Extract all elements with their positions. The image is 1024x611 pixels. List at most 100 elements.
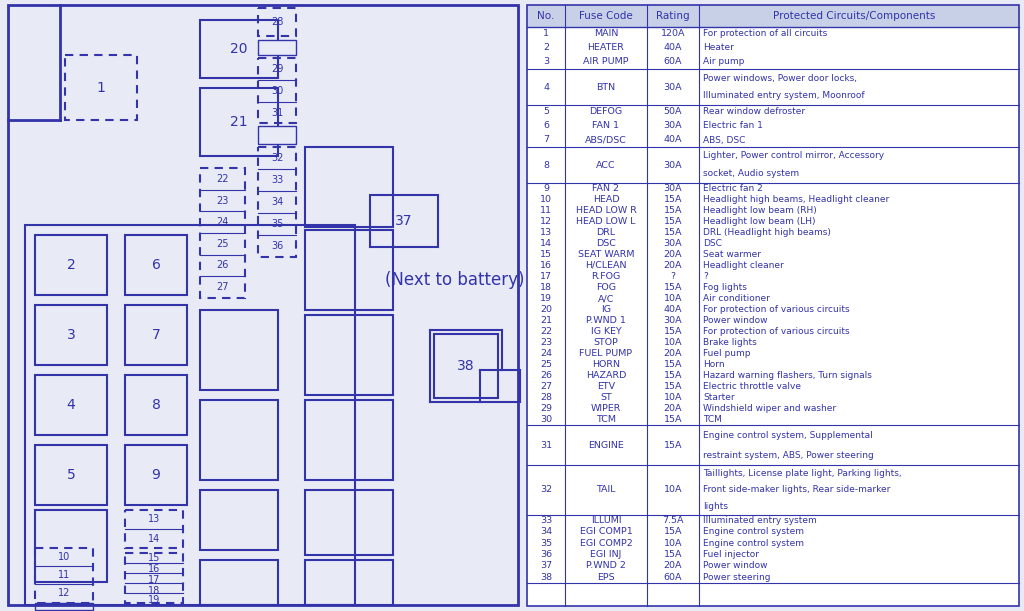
Bar [35,305,106,365]
Text: Electric fan 2: Electric fan 2 [703,184,763,193]
Text: For protection of various circuits: For protection of various circuits [703,305,850,314]
Text: 11: 11 [540,206,552,215]
Text: For protection of all circuits: For protection of all circuits [703,29,827,38]
Text: 18: 18 [540,283,552,292]
Text: ABS/DSC: ABS/DSC [585,136,627,144]
Text: 40A: 40A [664,43,682,53]
Text: Headlight low beam (RH): Headlight low beam (RH) [703,206,817,215]
Text: 8: 8 [152,398,161,412]
Text: DRL: DRL [596,228,615,237]
Text: 15: 15 [540,250,552,259]
Text: 3: 3 [543,57,549,67]
Text: 30A: 30A [664,184,682,193]
Text: HAZARD: HAZARD [586,371,627,380]
Text: 20A: 20A [664,261,682,270]
Text: 29: 29 [540,404,552,413]
Text: 13: 13 [540,228,552,237]
Text: Fog lights: Fog lights [703,283,746,292]
Text: 5: 5 [67,468,76,482]
Text: 15A: 15A [664,283,682,292]
Bar [305,490,393,555]
Text: 22: 22 [216,174,228,184]
Text: 12: 12 [540,217,552,226]
Text: ST: ST [600,393,612,402]
Bar [35,445,106,505]
Text: 38: 38 [540,573,552,582]
Text: HEAD: HEAD [593,195,620,204]
Bar [258,40,296,55]
Text: 15A: 15A [664,550,682,559]
Bar [200,168,245,298]
Text: Seat warmer: Seat warmer [703,250,761,259]
Text: Headlight high beams, Headlight cleaner: Headlight high beams, Headlight cleaner [703,195,889,204]
Bar [434,334,498,398]
Text: Electric fan 1: Electric fan 1 [703,122,763,131]
Text: 25: 25 [216,239,228,249]
Text: 17: 17 [540,272,552,281]
Text: Brake lights: Brake lights [703,338,757,347]
Text: 30A: 30A [664,82,682,92]
Text: 16: 16 [147,564,160,574]
Text: Rating: Rating [656,11,690,21]
Text: 28: 28 [540,393,552,402]
Text: SEAT WARM: SEAT WARM [578,250,634,259]
Text: 10A: 10A [664,539,682,548]
Text: Taillights, License plate light, Parking lights,: Taillights, License plate light, Parking… [703,469,901,478]
Bar [125,510,183,548]
Text: DEFOG: DEFOG [590,108,623,117]
Text: TCM: TCM [703,415,722,424]
Text: 24: 24 [216,217,228,227]
Text: Horn: Horn [703,360,725,369]
Text: Fuel injector: Fuel injector [703,550,759,559]
Text: 30: 30 [540,415,552,424]
Bar [305,560,393,605]
Text: 15A: 15A [664,195,682,204]
Text: Heater: Heater [703,43,734,53]
Text: restraint system, ABS, Power steering: restraint system, ABS, Power steering [703,450,873,459]
Text: 30A: 30A [664,161,682,169]
Text: Lighter, Power control mirror, Accessory: Lighter, Power control mirror, Accessory [703,152,884,161]
Text: FOG: FOG [596,283,616,292]
Text: Power window: Power window [703,562,768,571]
Text: 20A: 20A [664,349,682,358]
Text: Air conditioner: Air conditioner [703,294,770,303]
Text: EGI INJ: EGI INJ [590,550,622,559]
Text: 20A: 20A [664,250,682,259]
Text: 10A: 10A [664,338,682,347]
Text: 50A: 50A [664,108,682,117]
Bar [35,510,106,582]
Text: Headlight cleaner: Headlight cleaner [703,261,783,270]
Bar [125,235,187,295]
Text: 20: 20 [540,305,552,314]
Bar [305,230,393,310]
Text: Illuminated entry system: Illuminated entry system [703,516,817,525]
Text: 15A: 15A [664,206,682,215]
Text: Illuminated entry system, Moonroof: Illuminated entry system, Moonroof [703,92,864,100]
Text: 25: 25 [540,360,552,369]
Text: A/C: A/C [598,294,614,303]
Bar [305,147,393,227]
Bar [200,400,278,480]
Text: 37: 37 [395,214,413,228]
Text: FAN 2: FAN 2 [593,184,620,193]
Bar [258,147,296,257]
Text: 10A: 10A [664,486,682,494]
Text: 34: 34 [271,197,283,207]
Text: 7.5A: 7.5A [663,516,684,525]
Text: 7: 7 [543,136,549,144]
Text: 5: 5 [543,108,549,117]
Text: Headlight low beam (LH): Headlight low beam (LH) [703,217,815,226]
Text: Hazard warning flashers, Turn signals: Hazard warning flashers, Turn signals [703,371,871,380]
Text: 4: 4 [67,398,76,412]
Text: 40A: 40A [664,136,682,144]
Text: 14: 14 [540,239,552,248]
Text: 7: 7 [152,328,161,342]
Text: 120A: 120A [660,29,685,38]
Text: Windshield wiper and washer: Windshield wiper and washer [703,404,837,413]
Text: 36: 36 [540,550,552,559]
Bar [200,560,278,605]
Text: 1: 1 [543,29,549,38]
Bar [35,375,106,435]
Text: 30A: 30A [664,239,682,248]
Text: 16: 16 [540,261,552,270]
